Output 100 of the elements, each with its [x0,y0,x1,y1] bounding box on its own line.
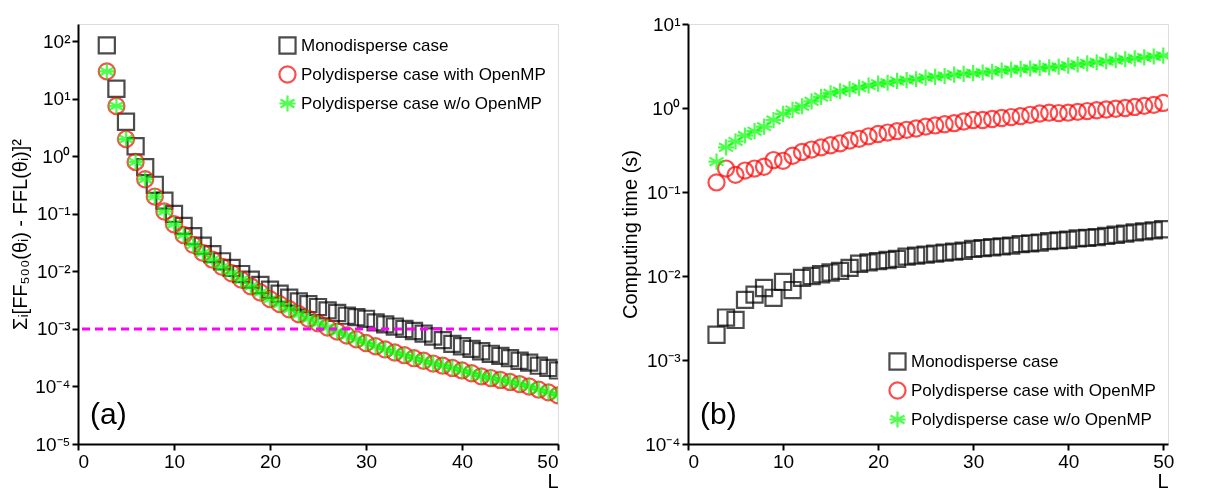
point [1078,54,1097,73]
point [868,124,888,144]
point [452,337,472,356]
point [764,288,783,307]
point [1078,101,1097,121]
point [716,138,736,157]
point [745,159,764,178]
y-tick-label: 10⁻¹ [37,203,71,225]
point [840,131,859,150]
point [107,79,126,98]
point [944,65,964,84]
point [821,263,840,282]
point [1049,103,1068,123]
point [963,239,983,259]
point [1097,52,1116,71]
annotation: (b) [700,397,737,430]
point [992,61,1011,80]
point [1011,106,1030,126]
point [859,127,878,146]
point [1097,226,1116,246]
point [1049,231,1068,250]
point [1030,104,1049,123]
point [935,115,954,134]
point [1097,100,1116,119]
point [443,334,462,354]
point [811,87,831,107]
point [983,62,1002,81]
point [764,150,783,170]
point [404,321,424,341]
x-axis-title: L [547,469,559,492]
point [289,292,308,311]
point [1040,231,1059,251]
point [849,129,869,148]
point [1106,99,1125,118]
point [1144,47,1163,66]
point [973,110,992,130]
y-tick-label: 10⁰ [42,145,71,167]
point [539,358,558,378]
point [849,78,869,97]
point [935,66,954,86]
point [821,84,840,103]
x-tick-label: 0 [78,450,90,472]
point [1068,55,1087,74]
point [773,272,793,292]
point [944,114,964,133]
point [1106,225,1125,244]
point [318,301,337,320]
point [433,330,452,350]
point [783,100,802,120]
x-tick-label: 50 [1153,450,1175,472]
y-tick-label: 10⁻³ [37,318,71,340]
point [500,349,520,368]
x-tick-label: 0 [688,450,700,472]
point [1068,229,1087,248]
y-tick-label: 10⁻² [647,265,681,287]
point [887,249,907,269]
y-tick-label: 10⁻⁴ [35,375,71,397]
x-axis-title: L [1157,469,1169,492]
y-tick-label: 10⁻⁵ [35,433,71,455]
point [935,243,954,262]
point [897,70,916,90]
point [906,246,926,265]
point [707,325,726,344]
point [707,152,726,171]
point [529,356,548,375]
x-tick-label: 40 [451,450,474,472]
y-tick-label: 10⁻³ [647,349,681,371]
point [1116,224,1135,243]
point [830,82,850,101]
point [1011,60,1030,79]
point [792,142,812,162]
point [897,247,916,266]
point [1135,96,1154,116]
point [1021,59,1040,78]
point [1021,105,1040,124]
point [376,315,395,334]
y-tick-label: 10¹ [43,88,71,110]
point [716,159,736,178]
point [859,76,878,95]
point [830,134,850,153]
point [992,237,1011,256]
point [356,309,376,328]
point [735,161,755,180]
point [1106,51,1125,70]
point [1125,97,1144,117]
point [1021,234,1040,253]
y-axis-title: Computing time (s) [619,150,642,319]
point [308,297,328,317]
legend-label: Monodisperse case [301,35,449,55]
point [802,92,821,111]
y-tick-label: 10¹ [653,13,681,35]
point [878,250,897,270]
point [849,254,869,273]
legend-label: Polydisperse case with OpenMP [301,64,546,84]
point [347,308,366,327]
point [925,116,945,135]
point [821,136,840,155]
point [754,157,774,176]
point [1002,107,1021,127]
legend-label: Polydisperse case w/o OpenMP [301,93,542,113]
